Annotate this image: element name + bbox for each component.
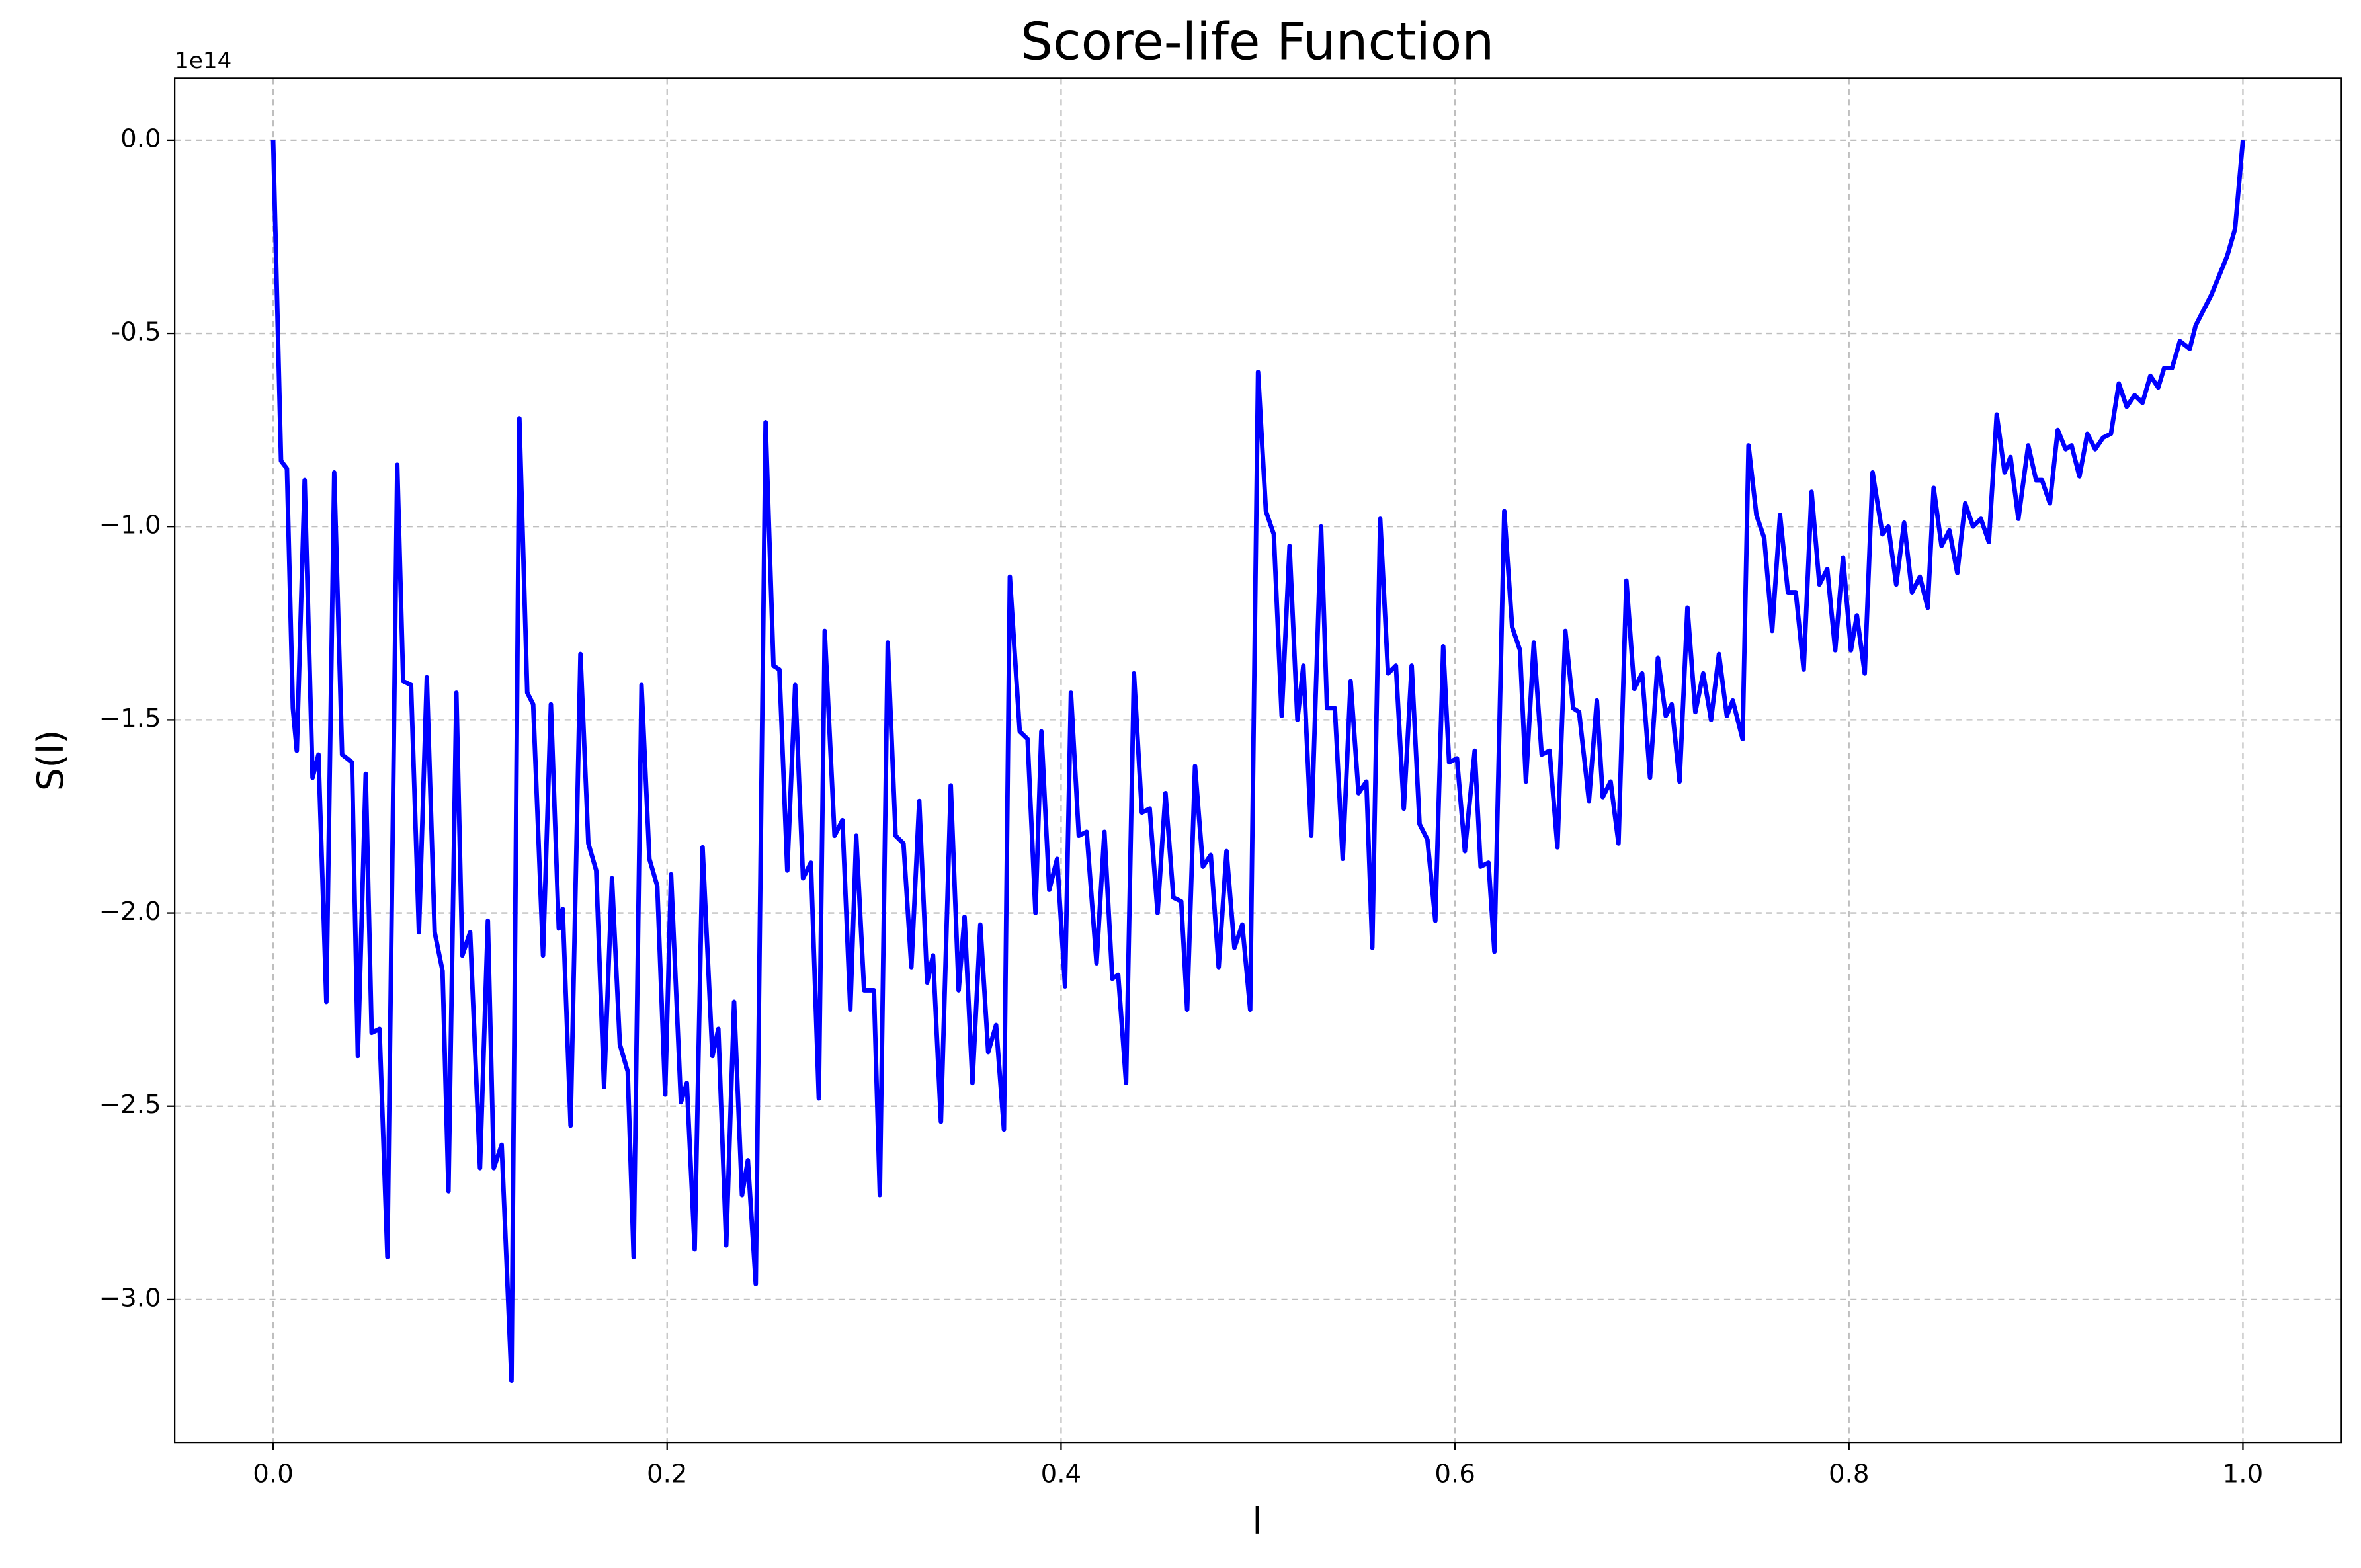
x-tick-label: 0.2 <box>647 1460 688 1489</box>
y-offset-label: 1e14 <box>175 48 231 74</box>
x-tick-label: 0.4 <box>1041 1460 1082 1489</box>
y-tick-label: −1.0 <box>99 511 161 540</box>
x-tick-label: 0.0 <box>253 1460 294 1489</box>
line-series <box>270 140 2245 1383</box>
y-tick-label: −1.5 <box>99 704 161 733</box>
x-tick-label: 0.6 <box>1434 1460 1475 1489</box>
x-tick-label: 1.0 <box>2223 1460 2264 1489</box>
y-tick-label: −2.0 <box>99 897 161 927</box>
x-tick-label: 0.8 <box>1829 1460 1870 1489</box>
y-tick-label: −3.0 <box>99 1283 161 1313</box>
plot-frame <box>173 77 2342 1444</box>
y-tick-label: −2.5 <box>99 1090 161 1120</box>
chart-title: Score-life Function <box>1020 12 1494 71</box>
x-axis-label: l <box>1253 1500 1263 1542</box>
y-tick-label: -0.5 <box>111 317 161 347</box>
y-axis-label: S(l) <box>29 730 71 791</box>
y-tick-label: 0.0 <box>120 124 161 153</box>
